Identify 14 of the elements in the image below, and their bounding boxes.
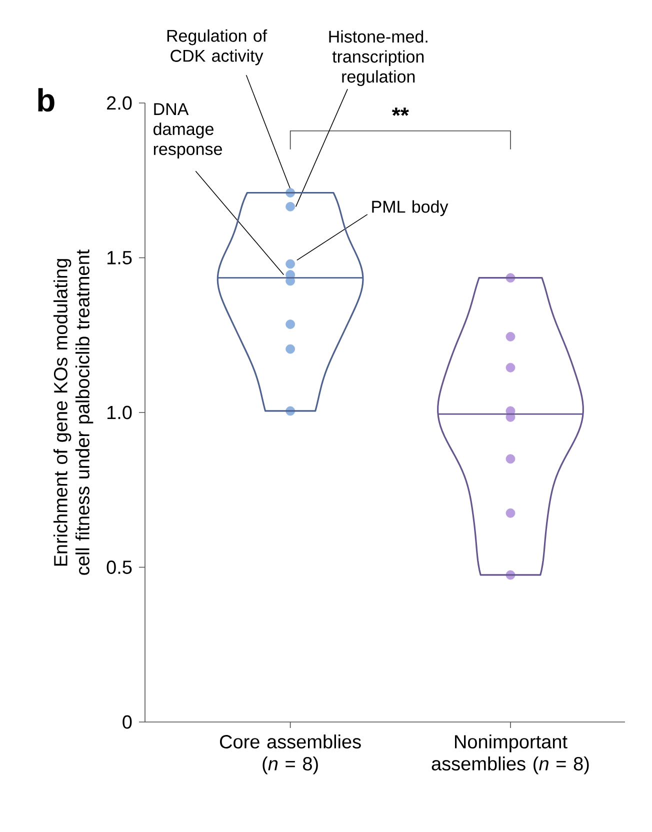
annotation: Histone-med. transcription regulation (329, 30, 428, 86)
annotation: Regulation of CDK activity (167, 29, 268, 66)
y-axis-title: Enrichment of gene KOs modulating cell fitness under palbociclib treatment (53, 250, 94, 575)
annotation: DNA damage response (154, 103, 222, 158)
annotation: ** (392, 108, 409, 116)
x-tick-label: Nonimportant assemblies (n = 8) (432, 734, 589, 774)
y-tick-label: 0 (122, 715, 132, 729)
y-tick-label: 1.0 (107, 406, 132, 420)
x-tick-label: Core assemblies (n = 8) (220, 734, 361, 774)
text: b (38, 88, 54, 112)
y-tick-label: 2.0 (107, 96, 132, 110)
y-tick-label: 0.5 (106, 560, 132, 574)
annotation: PML body (372, 200, 448, 216)
y-tick-label: 1.5 (107, 251, 132, 264)
